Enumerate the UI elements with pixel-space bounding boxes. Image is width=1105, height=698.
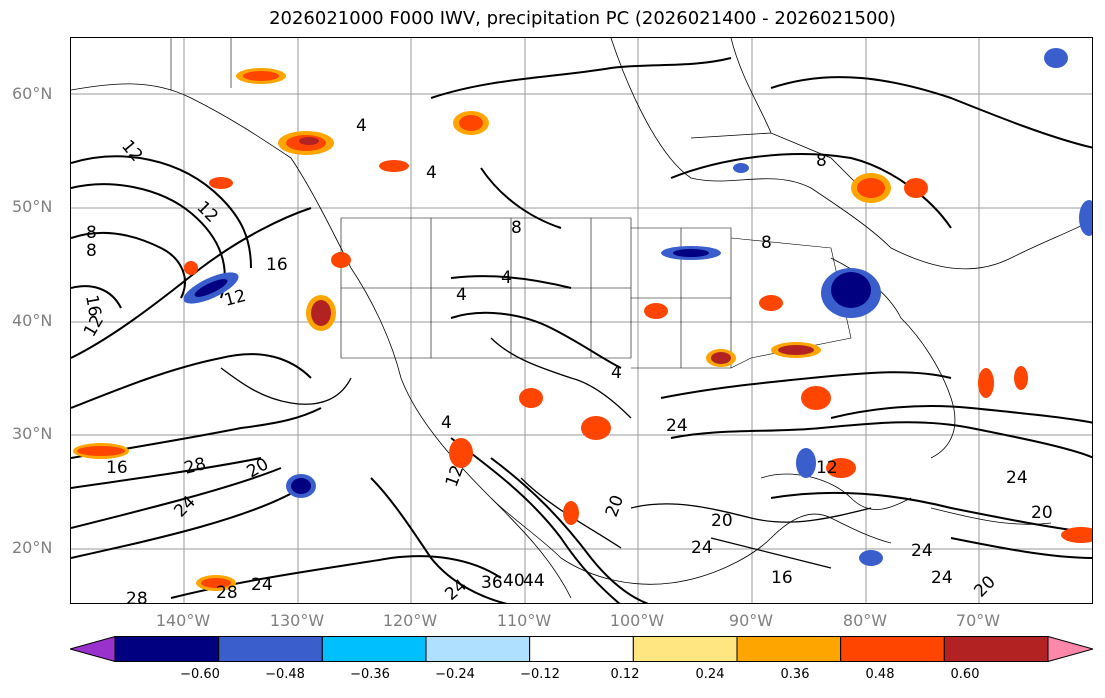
contour-label: 8 bbox=[86, 223, 97, 243]
contour-label: 24 bbox=[691, 538, 713, 558]
colorbar-tick: −0.12 bbox=[520, 667, 560, 682]
colorbar-tick: −0.48 bbox=[265, 667, 305, 682]
contour-label: 24 bbox=[911, 541, 933, 561]
colorbar-segment bbox=[943, 636, 1049, 662]
contour-label: 4 bbox=[426, 163, 437, 183]
map-panel: 12 12 8 8 16 16 12 12 4 4 4 4 4 8 8 8 12… bbox=[70, 37, 1093, 604]
contour-label: 16 bbox=[771, 568, 793, 588]
contour-label: 8 bbox=[816, 151, 827, 171]
contour-label: 12 bbox=[80, 312, 108, 341]
contour-label: 28 bbox=[126, 589, 148, 604]
colorbar-extend-high bbox=[1047, 635, 1095, 663]
lat-label-30n: 30°N bbox=[12, 424, 53, 443]
colorbar-segment bbox=[114, 636, 220, 662]
precip-negative bbox=[183, 48, 1092, 566]
contour-label: 4 bbox=[611, 363, 622, 383]
contour-label: 12 bbox=[192, 197, 221, 226]
lon-label-80w: 80°W bbox=[842, 611, 888, 630]
colorbar bbox=[68, 635, 1095, 663]
colorbar-svg bbox=[68, 635, 1095, 663]
lon-label-120w: 120°W bbox=[382, 611, 438, 630]
contour-label: 16 bbox=[106, 458, 128, 478]
colorbar-segment bbox=[529, 636, 634, 662]
contour-label: 28 bbox=[182, 454, 208, 479]
contour-label: 20 bbox=[711, 511, 733, 531]
contour-label: 4 bbox=[441, 413, 452, 433]
colorbar-segment bbox=[218, 636, 323, 662]
contour-label: 20 bbox=[1031, 503, 1053, 523]
lon-label-130w: 130°W bbox=[269, 611, 325, 630]
contour-label: 44 bbox=[523, 571, 545, 591]
contour-label: 12 bbox=[816, 458, 838, 478]
contour-label: 4 bbox=[501, 268, 512, 288]
lon-label-110w: 110°W bbox=[496, 611, 552, 630]
contour-label: 20 bbox=[602, 493, 628, 520]
contour-label: 12 bbox=[222, 286, 248, 311]
contour-label: 16 bbox=[266, 255, 288, 275]
lon-label-70w: 70°W bbox=[955, 611, 1001, 630]
coastlines bbox=[71, 38, 1092, 599]
colorbar-tick: −0.60 bbox=[180, 667, 220, 682]
lon-label-90w: 90°W bbox=[728, 611, 774, 630]
contour-label: 4 bbox=[356, 116, 367, 136]
small-contours bbox=[220, 337, 872, 569]
contour-label: 8 bbox=[86, 241, 97, 261]
contour-label: 12 bbox=[117, 136, 146, 165]
map-canvas: 12 12 8 8 16 16 12 12 4 4 4 4 4 8 8 8 12… bbox=[71, 38, 1092, 604]
colorbar-tick: 0.60 bbox=[950, 667, 980, 682]
map-title: 2026021000 F000 IWV, precipitation PC (2… bbox=[269, 8, 896, 29]
iwv-contours bbox=[71, 57, 1092, 603]
contour-label: 20 bbox=[244, 454, 273, 482]
lat-label-50n: 50°N bbox=[12, 197, 53, 216]
colorbar-tick: −0.36 bbox=[350, 667, 390, 682]
colorbar-segment bbox=[840, 636, 945, 662]
contour-label: 28 bbox=[216, 583, 238, 603]
colorbar-tick: 0.36 bbox=[780, 667, 810, 682]
colorbar-segment bbox=[321, 636, 427, 662]
graticule bbox=[71, 38, 1092, 603]
contour-label: 24 bbox=[441, 576, 470, 604]
colorbar-tick: 0.12 bbox=[610, 667, 640, 682]
lon-label-140w: 140°W bbox=[155, 611, 211, 630]
lon-label-100w: 100°W bbox=[609, 611, 665, 630]
contour-label: 20 bbox=[970, 572, 999, 601]
colorbar-tick: 0.48 bbox=[865, 667, 895, 682]
contour-label: 24 bbox=[666, 416, 688, 436]
lat-label-20n: 20°N bbox=[12, 538, 53, 557]
contour-label: 4 bbox=[456, 285, 467, 305]
colorbar-segment bbox=[632, 636, 738, 662]
colorbar-segment bbox=[425, 636, 531, 662]
colorbar-tick: −0.24 bbox=[435, 667, 475, 682]
contour-label: 36 bbox=[481, 573, 503, 593]
contour-label: 16 bbox=[81, 293, 104, 318]
colorbar-tick: 0.24 bbox=[695, 667, 725, 682]
contour-label: 24 bbox=[931, 568, 953, 588]
contour-label: 24 bbox=[251, 575, 273, 595]
contour-label: 8 bbox=[761, 233, 772, 253]
colorbar-segment bbox=[736, 636, 842, 662]
contour-label: 40 bbox=[503, 571, 525, 591]
colorbar-extend-low bbox=[68, 635, 116, 663]
contour-label: 24 bbox=[1006, 468, 1028, 488]
precip-positive bbox=[73, 68, 1092, 591]
lat-label-60n: 60°N bbox=[12, 84, 53, 103]
contour-label: 8 bbox=[511, 218, 522, 238]
lat-label-40n: 40°N bbox=[12, 311, 53, 330]
